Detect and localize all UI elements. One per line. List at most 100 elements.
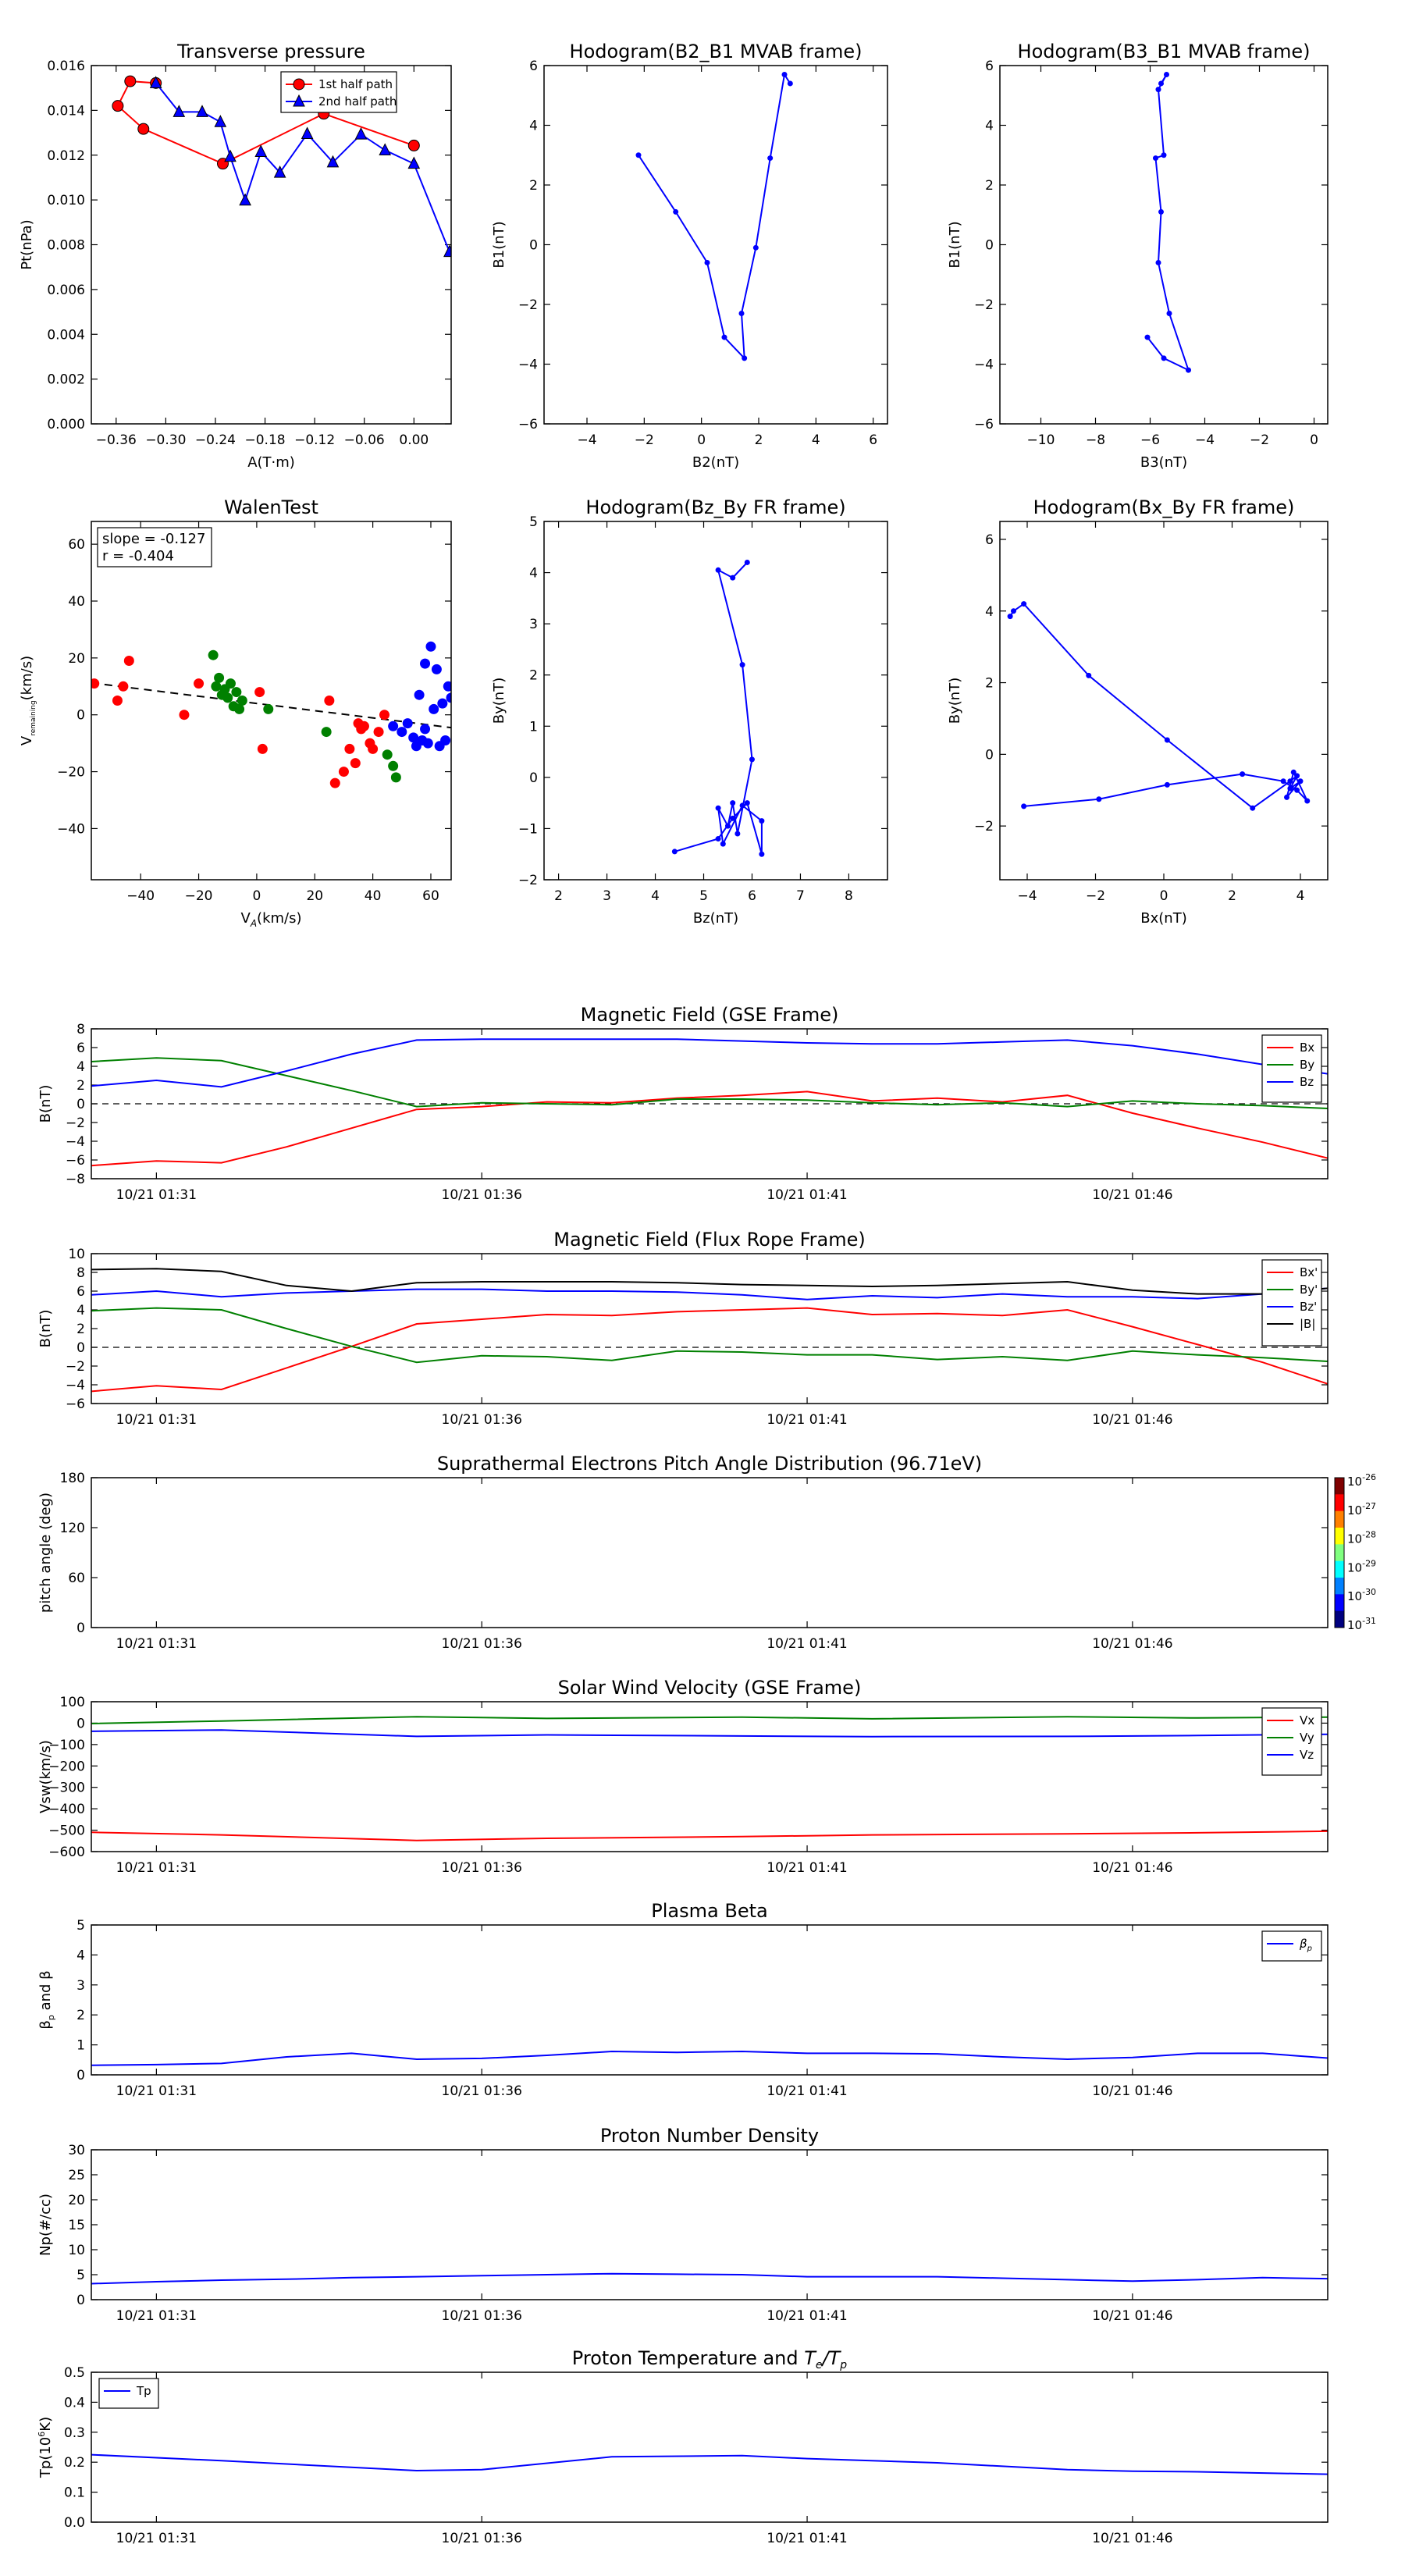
x-tick-label: 6 (869, 432, 877, 448)
x-axis-label: Bx(nT) (1140, 910, 1186, 927)
x-tick-label: 10/21 01:41 (767, 1636, 847, 1652)
y-tick-label: 0 (76, 1716, 85, 1731)
y-tick-label: −4 (518, 358, 538, 373)
data-point (1021, 803, 1027, 809)
series-layer (91, 641, 451, 788)
plot-frame (91, 1028, 1329, 1179)
plot-frame (91, 521, 452, 881)
y-tick-label: 1 (529, 719, 538, 735)
x-tick-label: −0.30 (145, 432, 186, 448)
legend: Tp (98, 2378, 159, 2409)
plot-area (91, 1254, 1328, 1404)
plot-area (91, 2372, 1328, 2522)
y-tick-label: 180 (60, 1471, 85, 1486)
y-axis-label-main: V (19, 735, 35, 745)
series-layer (1007, 601, 1311, 811)
chart-title: Proton Temperature and Te/Tp (572, 2347, 848, 2371)
plot-area (91, 1478, 1328, 1628)
y-tick-label: −20 (57, 765, 85, 781)
legend-label: Bz' (1300, 1300, 1317, 1314)
legend-label: |B| (1300, 1317, 1315, 1331)
y-tick-label: −400 (48, 1802, 85, 1817)
y-tick-label: 0 (529, 238, 538, 254)
legend-label: 2nd half path (318, 94, 397, 109)
y-tick-label: 0.1 (64, 2485, 85, 2501)
data-point (742, 355, 748, 361)
data-point (767, 155, 774, 162)
series-layer (671, 559, 765, 857)
x-tick-label: −6 (1140, 432, 1160, 448)
data-point (721, 334, 727, 340)
x-tick-label: −2 (635, 432, 654, 448)
data-point (407, 139, 420, 151)
x-tick-label: 10/21 01:46 (1092, 2083, 1172, 2099)
x-tick-label: 60 (422, 888, 439, 904)
data-point (224, 149, 237, 162)
series-line-|B| (91, 1268, 1328, 1295)
plot-frame (543, 521, 888, 881)
data-point (91, 678, 100, 689)
x-tick-label: 10/21 01:36 (442, 2083, 522, 2099)
legend-label: Tp (136, 2384, 151, 2398)
y-axis-label-sub: p (46, 2015, 56, 2020)
data-point (1280, 778, 1286, 785)
y-tick-label: 2 (76, 2008, 85, 2023)
data-point (420, 724, 431, 735)
y-tick-label: 0.5 (64, 2365, 85, 2381)
series-layer (91, 2453, 1328, 2475)
title-t: T (804, 2347, 817, 2369)
series-layer (112, 75, 451, 258)
y-axis-label: Vremaining(km/s) (19, 656, 37, 745)
legend-label: 1st half path (318, 77, 393, 91)
x-tick-label: −0.12 (294, 432, 335, 448)
x-tick-label: −8 (1086, 432, 1105, 448)
colorbar-label: 10-28 (1347, 1530, 1376, 1546)
data-point (408, 732, 419, 743)
data-point (1240, 771, 1246, 777)
data-point (123, 656, 134, 666)
data-point (739, 662, 745, 668)
data-point (1287, 778, 1293, 785)
y-tick-label: 3 (529, 617, 538, 632)
x-tick-label: 10/21 01:36 (442, 2531, 522, 2546)
x-axis-label: Bz(nT) (693, 910, 738, 927)
y-tick-label: 0 (76, 708, 85, 724)
data-point (354, 126, 368, 140)
x-tick-label: 10/21 01:31 (116, 2531, 197, 2546)
data-point (173, 105, 186, 117)
x-tick-label: 6 (748, 888, 756, 904)
chart-title: Hodogram(B2_B1 MVAB frame) (570, 41, 863, 62)
y-tick-label: 4 (529, 119, 538, 134)
y-tick-label: 0 (76, 1621, 85, 1636)
x-tick-label: 10/21 01:46 (1092, 1636, 1172, 1652)
legend-label-main: β (1299, 1937, 1307, 1951)
y-tick-label: 25 (68, 2168, 85, 2183)
y-tick-label: −4 (974, 358, 994, 373)
colorbar-frame (1334, 1477, 1345, 1628)
plot-frame (91, 1477, 1329, 1628)
colorbar-base: 10 (1347, 1560, 1362, 1574)
x-tick-label: −0.24 (195, 432, 236, 448)
y-tick-label: 2 (529, 668, 538, 684)
plot-frame (91, 65, 452, 425)
data-point (1155, 259, 1161, 265)
data-point (429, 703, 439, 714)
x-tick-label: 10/21 01:31 (116, 1860, 197, 1876)
y-tick-label: −8 (66, 1172, 85, 1187)
data-point (118, 681, 129, 692)
x-axis-label: A(T·m) (247, 454, 295, 471)
data-point (673, 208, 679, 215)
x-tick-label: −40 (126, 888, 155, 904)
y-tick-label: 10 (68, 2243, 85, 2258)
y-tick-label: 15 (68, 2218, 85, 2233)
legend-label: Vx (1300, 1713, 1314, 1727)
y-tick-label: 6 (76, 1284, 85, 1300)
x-tick-label: −10 (1027, 432, 1055, 448)
colorbar-base: 10 (1347, 1475, 1362, 1489)
series-layer (91, 1268, 1328, 1393)
x-tick-label: −0.18 (244, 432, 285, 448)
legend-box (1261, 1707, 1322, 1776)
data-point (715, 805, 721, 811)
chart-title: WalenTest (224, 496, 318, 518)
